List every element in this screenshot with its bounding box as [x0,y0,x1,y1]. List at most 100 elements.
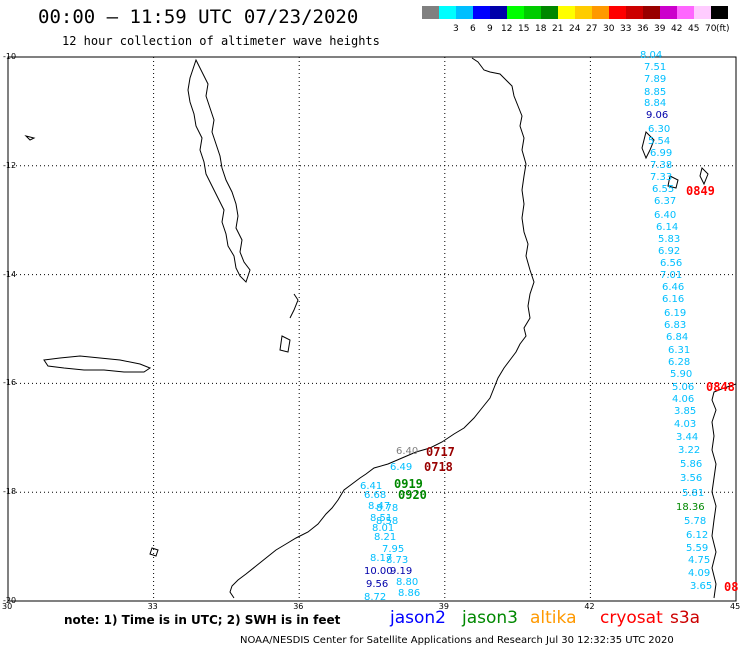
swh-observation: 6.49 [390,462,413,473]
pass-time-label: 0718 [424,460,453,474]
swh-observation: 10.00 [364,566,393,577]
legend-swatch [677,6,694,19]
swh-observation: 5.83 [658,234,681,245]
madagascar-coast [711,383,737,599]
legend-swatch [456,6,473,19]
swh-observation: 5.54 [648,136,671,147]
legend-swatch [541,6,558,19]
pass-time-label: 0717 [426,445,455,459]
swh-observation: 6.28 [668,357,691,368]
legend-label: 33 [620,24,632,34]
pass-time-label: 0920 [398,488,427,502]
swh-observation: 5.06 [672,382,695,393]
legend-swatch [524,6,541,19]
swh-observation: 9.19 [390,566,413,577]
swh-observation: 7.89 [644,74,667,85]
swh-observation: 8.01 [372,523,395,534]
swh-observation: 4.03 [674,419,697,430]
swh-observation: 8.17 [370,553,393,564]
pass-time-label: 08 [724,580,739,594]
swh-observation: 9.56 [366,579,389,590]
coastline [24,57,737,599]
swh-observation: 6.19 [664,308,687,319]
legend-label: 15 [518,24,530,34]
swh-observation: 6.30 [648,124,671,135]
swh-observation: 5.81 [682,488,705,499]
lon-tick-label: 33 [147,602,158,611]
legend-swatch [422,6,439,19]
swh-observation: 3.22 [678,445,701,456]
lat-tick-label: -12 [3,160,17,170]
legend-label: 21 [552,24,564,34]
lon-tick-label: 30 [2,602,13,611]
legend-swatch [558,6,575,19]
pass-time-label: 0919 [394,477,423,491]
swh-observation: 8.80 [396,577,419,588]
legend-swatch [660,6,677,19]
swh-observation: 6.41 [360,481,383,492]
swh-observation: 6.40 [396,446,419,457]
swh-observation: 3.44 [676,432,699,443]
swh-observation: 7.51 [644,62,667,73]
swh-observation: 8.21 [374,532,397,543]
swh-observation: 6.40 [654,210,677,221]
legend-swatch [711,6,728,19]
lake-malawi [187,58,251,283]
satellite-cryosat: cryosat [600,608,663,628]
swh-observation: 7.95 [382,544,405,555]
satellite-altika: altika [530,608,577,628]
lat-tick-label: -14 [3,269,17,279]
swh-observation: 6.56 [660,258,683,269]
swh-observation: 6.14 [656,222,679,233]
swh-observation: 3.85 [674,406,697,417]
footer-credit: NOAA/NESDIS Center for Satellite Applica… [240,635,674,646]
island-mayotte [699,167,709,186]
swh-observation: 8.85 [644,87,667,98]
swh-observation: 6.99 [650,148,673,159]
island-mark-2 [149,547,159,557]
island-comoro [667,175,679,189]
swh-observation: 8.47 [368,501,391,512]
swh-observation: 6.83 [664,320,687,331]
legend-label: 27 [586,24,598,34]
swh-observation: 6.31 [668,345,691,356]
lon-tick-label: 39 [438,602,449,611]
legend-label: 42 [671,24,683,34]
satellite-jason2: jason2 [390,608,446,628]
swh-observation: 5.78 [684,516,707,527]
swh-observation: 3.56 [680,473,703,484]
swh-observation: 4.06 [672,394,695,405]
legend-label: 39 [654,24,666,34]
legend-label: 12 [501,24,513,34]
swh-observation: 8.73 [386,555,409,566]
lake-cahora-bassa [43,355,152,373]
swh-observation: 8.78 [376,503,399,514]
swh-observation: 3.65 [690,581,713,592]
swh-observation: 6.84 [666,332,689,343]
satellite-s3a: s3a [670,608,701,628]
swh-observation: 6.12 [686,530,709,541]
swh-observation: 6.68 [364,490,387,501]
swh-observation: 7.38 [650,160,673,171]
swh-observation: 5.86 [680,459,703,470]
legend-swatch [439,6,456,19]
swh-observation: 7.01 [660,270,683,281]
legend-swatch [626,6,643,19]
graticule [7,56,737,602]
legend-label: 9 [487,24,493,34]
lat-tick-label: -18 [3,487,17,497]
swh-observation: 8.51 [370,513,393,524]
legend-swatch [694,6,711,19]
mainland-coast [229,57,535,599]
legend-label: 3 [453,24,459,34]
pass-time-label: 0849 [686,184,715,198]
lat-tick-label: -10 [3,52,17,61]
legend-swatch [490,6,507,19]
legend-label: 45 [688,24,700,34]
swh-observation: 9.06 [646,110,669,121]
chart-title: 00:00 – 11:59 UTC 07/23/2020 [38,6,359,28]
note-text: note: 1) Time is in UTC; 2) SWH is in fe… [64,613,341,627]
legend-swatch [507,6,524,19]
legend-label: 30 [603,24,615,34]
